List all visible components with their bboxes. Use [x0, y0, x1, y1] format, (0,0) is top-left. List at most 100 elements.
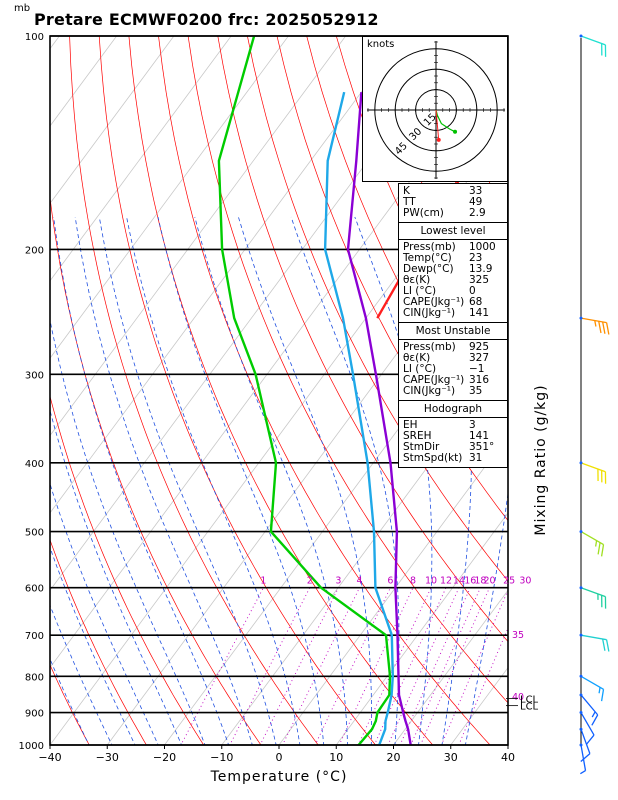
- pressure-tick-label: 100: [25, 32, 44, 43]
- isotherm-line: [50, 36, 347, 437]
- hodograph-index-row: StmDir 351°: [403, 442, 503, 453]
- hodograph-index-value: 351°: [469, 441, 495, 453]
- lcl-label: LCL: [520, 695, 539, 706]
- x-tick-label: −10: [210, 751, 233, 764]
- lowest-level-label: Temp(°C): [403, 252, 452, 264]
- hodograph-index-row: SREH 141: [403, 431, 503, 442]
- isotherm-line: [278, 434, 508, 745]
- mixing-ratio-line: [399, 587, 471, 745]
- mixing-ratio-label: 25: [503, 576, 515, 587]
- index-value: 2.9: [469, 207, 486, 219]
- index-label: K: [403, 185, 410, 197]
- mixing-ratio-label: 10: [425, 576, 437, 587]
- mixing-ratio-label: 4: [357, 576, 363, 587]
- wind-barb: [579, 34, 607, 57]
- dry-adiabat-line: [276, 36, 508, 522]
- mixing-ratio-line: [420, 587, 490, 745]
- indices-panel: K 33 TT 49 PW(cm) 2.9 Lowest level Press(mb) 1…: [398, 183, 508, 468]
- lowest-level-label: CAPE(Jkg⁻¹): [403, 296, 465, 308]
- dry-adiabat-line: [69, 36, 319, 745]
- hodograph-index-value: 141: [469, 430, 490, 442]
- pressure-tick-label: 900: [25, 709, 44, 720]
- x-tick-label: 10: [329, 751, 343, 764]
- temperature-profile-line: [346, 92, 412, 745]
- hodograph-index-label: StmDir: [403, 441, 440, 453]
- dry-adiabat-line: [514, 36, 618, 760]
- hodograph-endpoint: [453, 129, 458, 134]
- dry-adiabat-line: [50, 194, 262, 745]
- pressure-tick-label: 600: [25, 584, 44, 595]
- lowest-level-row: θε(K) 325: [403, 275, 503, 286]
- lowest-level-label: θε(K): [403, 274, 431, 286]
- dry-adiabat-line: [50, 395, 205, 745]
- isotherm-line: [50, 36, 404, 514]
- most-unstable-title: Most Unstable: [399, 323, 507, 340]
- pressure-tick-label: 500: [25, 528, 44, 539]
- most-unstable-value: 35: [469, 385, 483, 397]
- dry-adiabat-line: [50, 664, 90, 745]
- hodograph-index-label: SREH: [403, 430, 432, 442]
- isotherm-line: [106, 202, 508, 745]
- moist-adiabat-line: [50, 408, 182, 745]
- mixing-ratio-line: [229, 587, 311, 745]
- wind-barb: [579, 586, 607, 609]
- mixing-ratio-label: 1: [260, 576, 266, 587]
- storm-motion-vector: [435, 109, 440, 140]
- lowest-level-label: CIN(Jkg⁻¹): [403, 307, 456, 319]
- dry-adiabat-line: [0, 36, 39, 760]
- lowest-level-value: 141: [469, 307, 490, 319]
- lowest-level-row: CIN(Jkg⁻¹) 141: [403, 308, 503, 319]
- wind-barb: [579, 461, 607, 484]
- pressure-tick-label: 1000: [19, 741, 44, 752]
- wind-barb: [579, 633, 610, 652]
- moist-adiabat-line: [157, 216, 325, 745]
- dry-adiabat-line: [158, 36, 491, 745]
- most-unstable-value: 925: [469, 341, 490, 353]
- index-label: TT: [403, 196, 416, 208]
- wind-barb: [579, 711, 595, 745]
- dry-adiabat-line: [573, 36, 618, 760]
- mixing-ratio-label: 16: [464, 576, 476, 587]
- mixing-ratio-line: [357, 587, 432, 745]
- most-unstable-value: −1: [469, 363, 485, 375]
- wind-barb: [579, 727, 591, 762]
- isotherm-line: [50, 36, 175, 205]
- pressure-tick-label: 700: [25, 631, 44, 642]
- isotherm-line: [50, 36, 289, 359]
- most-unstable-row: CIN(Jkg⁻¹) 35: [403, 386, 503, 397]
- moist-adiabat-line: [53, 216, 230, 745]
- moist-adiabat-line: [50, 546, 136, 745]
- mixing-ratio-label: 2: [307, 576, 313, 587]
- lowest-level-value: 1000: [469, 241, 496, 253]
- pressure-tick-label: 200: [25, 245, 44, 256]
- dry-adiabat-line: [217, 36, 508, 643]
- isotherm-line: [0, 20, 14, 760]
- wind-barb: [579, 674, 605, 702]
- most-unstable-label: CIN(Jkg⁻¹): [403, 385, 456, 397]
- moist-adiabat-line: [50, 482, 159, 745]
- moist-adiabat-line: [238, 216, 373, 745]
- mixing-ratio-label: 3: [335, 576, 341, 587]
- mixing-ratio-label: 12: [440, 576, 452, 587]
- wetbulb-profile-line: [323, 91, 394, 745]
- mixing-ratio-line: [373, 587, 447, 745]
- index-row: K 33: [403, 186, 503, 197]
- isotherm-label: 35: [512, 630, 524, 641]
- moist-adiabat-line: [74, 216, 253, 745]
- mixing-ratio-line: [440, 589, 508, 745]
- index-row: TT 49: [403, 197, 503, 208]
- most-unstable-value: 327: [469, 352, 490, 364]
- wind-barb: [579, 316, 610, 335]
- most-unstable-label: θε(K): [403, 352, 431, 364]
- isotherm-line: [507, 744, 508, 745]
- pressure-tick-label: 800: [25, 672, 44, 683]
- unit-label: mb: [14, 3, 31, 14]
- isotherm-line: [50, 36, 60, 50]
- x-tick-label: 20: [387, 751, 401, 764]
- x-tick-label: −40: [38, 751, 61, 764]
- mixing-ratio-label: 20: [483, 576, 495, 587]
- wind-barb: [579, 530, 605, 557]
- dry-adiabat-line: [98, 36, 376, 745]
